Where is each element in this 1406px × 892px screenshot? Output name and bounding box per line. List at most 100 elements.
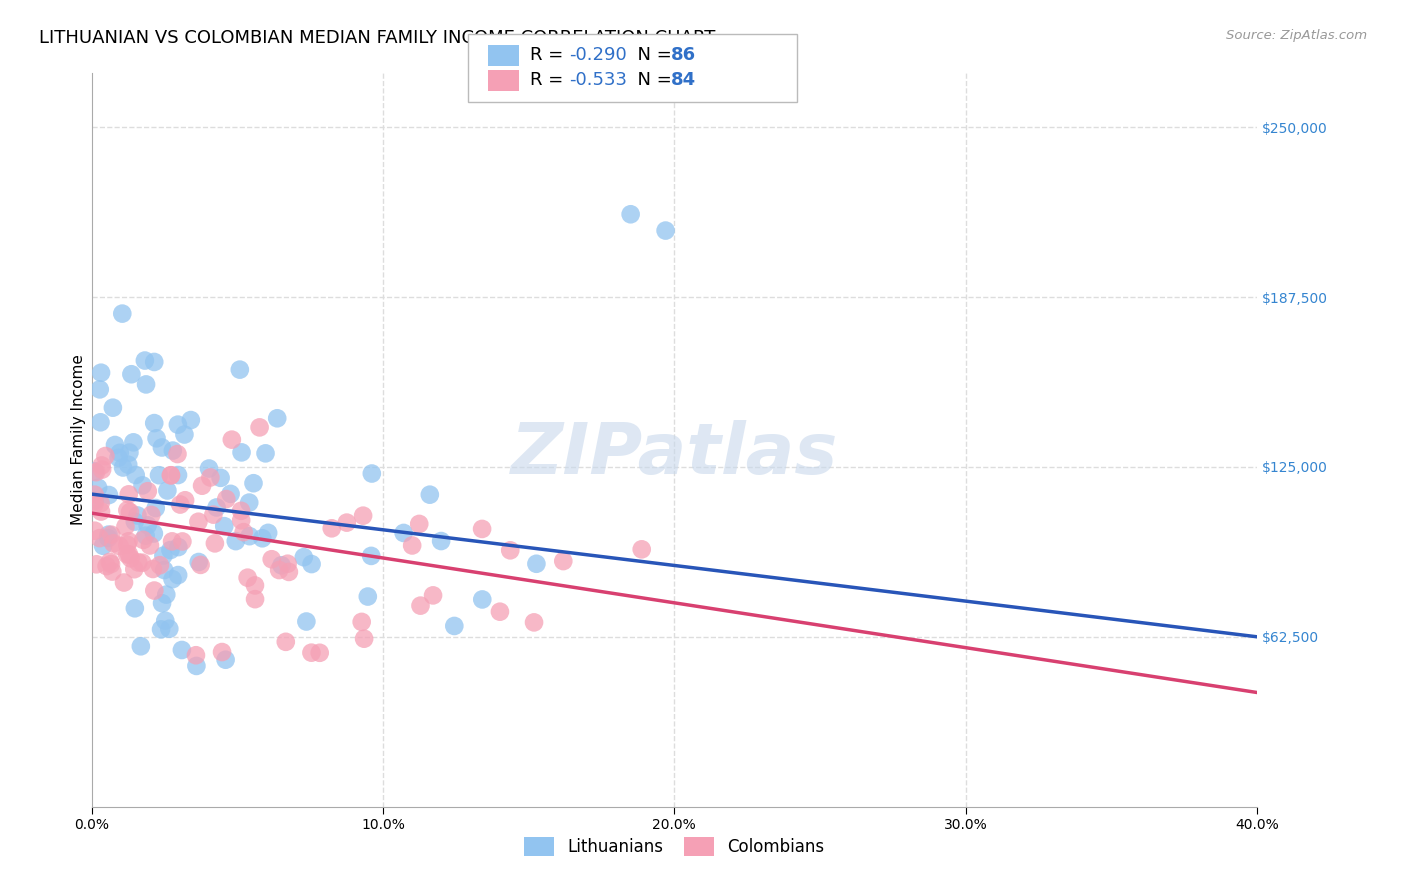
Point [127,508,149,523]
Point [94,449,117,463]
Point [118,445,141,459]
Point [526,557,548,571]
Point [124,562,146,576]
Point [392,525,415,540]
Point [150,596,173,610]
Point [184,648,207,663]
Point [221,433,243,447]
Point [173,427,195,442]
Point [135,377,157,392]
Point [191,479,214,493]
Point [257,525,280,540]
Point [129,640,152,654]
Point [89,531,111,545]
Point [187,555,209,569]
Point [214,653,236,667]
Point [360,467,382,481]
Point [162,443,184,458]
Point [120,551,142,566]
Point [150,623,173,637]
Point [243,578,266,592]
Point [249,420,271,434]
Point [202,508,225,522]
Point [352,508,374,523]
Point [127,555,149,569]
Point [160,468,183,483]
Point [166,447,188,461]
Text: N =: N = [626,46,678,64]
Point [159,543,181,558]
Point [125,468,148,483]
Text: 84: 84 [671,71,696,89]
Point [243,592,266,607]
Point [170,643,193,657]
Point [98,555,121,569]
Point [229,504,252,518]
Y-axis label: Median Family Income: Median Family Income [72,354,86,525]
Point [122,435,145,450]
Point [489,605,512,619]
Point [523,615,546,630]
Text: R =: R = [530,46,569,64]
Point [111,307,134,321]
Point [134,353,156,368]
Point [83,488,105,502]
Point [111,460,134,475]
Point [118,487,141,501]
Point [499,543,522,558]
Point [266,411,288,425]
Point [124,601,146,615]
Point [148,468,170,483]
Point [157,622,180,636]
Point [142,562,165,576]
Point [139,539,162,553]
Point [89,383,111,397]
Point [295,615,318,629]
Point [239,529,262,543]
Point [419,488,441,502]
Point [422,588,444,602]
Point [620,207,643,221]
Point [117,503,139,517]
Point [353,632,375,646]
Point [162,572,184,586]
Point [292,550,315,565]
Point [91,539,114,553]
Point [471,592,494,607]
Point [630,542,652,557]
Point [108,539,131,553]
Point [155,588,177,602]
Text: ZIPatlas: ZIPatlas [510,420,838,489]
Point [89,415,111,429]
Point [401,539,423,553]
Point [200,470,222,484]
Point [83,493,105,508]
Point [90,504,112,518]
Point [100,527,122,541]
Point [142,526,165,541]
Point [150,441,173,455]
Point [167,540,190,554]
Point [260,552,283,566]
Point [101,565,124,579]
Point [169,498,191,512]
Point [277,557,299,571]
Point [409,599,432,613]
Point [252,531,274,545]
Point [155,614,177,628]
Point [86,558,108,572]
Point [430,534,453,549]
Point [167,568,190,582]
Point [104,438,127,452]
Point [215,492,238,507]
Point [114,519,136,533]
Point [242,476,264,491]
Point [180,413,202,427]
Point [160,534,183,549]
Point [117,538,139,552]
Point [145,501,167,516]
Point [270,558,292,573]
Point [231,445,253,459]
Point [471,522,494,536]
Point [100,557,122,571]
